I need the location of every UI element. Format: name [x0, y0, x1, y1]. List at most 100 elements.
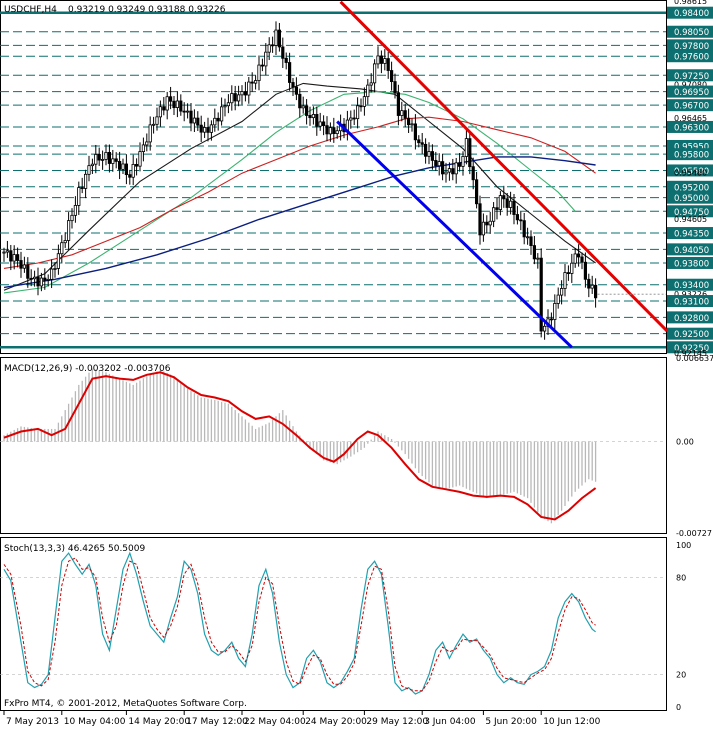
moving-average-1	[3, 91, 576, 294]
price-axis-box-19	[667, 227, 713, 240]
candle-body-84	[287, 62, 292, 83]
candle-body-158	[539, 257, 543, 332]
candle-body-39	[134, 164, 139, 167]
candle-body-170	[580, 256, 584, 263]
candle-body-26	[90, 163, 94, 167]
candle-body-165	[563, 272, 567, 289]
candle-body-126	[430, 151, 435, 161]
price-panel-frame	[0, 0, 667, 354]
candle-body-60	[206, 127, 210, 133]
trendlines	[336, 0, 669, 349]
candle-body-128	[437, 161, 441, 167]
price-axis-box-10	[667, 120, 713, 133]
price-axis-label-23: 0.93226	[674, 290, 707, 299]
price-axis-box-21	[667, 256, 713, 269]
candle-body-113	[386, 58, 390, 71]
candle-body-174	[594, 284, 598, 299]
price-axis-label-12: 0.95800	[674, 151, 709, 161]
candle-body-141	[481, 221, 486, 236]
candle-body-172	[587, 278, 591, 289]
candle-body-68	[233, 93, 237, 102]
candle-body-28	[97, 154, 101, 161]
price-axis-label-6: 0.97080	[674, 81, 707, 90]
candle-body-30	[104, 151, 108, 160]
candle-body-109	[372, 63, 377, 84]
candle-body-23	[80, 187, 84, 189]
price-axis-label-8: 0.96700	[674, 102, 709, 112]
price-axis-label-27: 0.92250	[674, 344, 709, 354]
candle-body-121	[413, 123, 418, 141]
candle-body-127	[434, 160, 438, 167]
candle-body-44	[151, 123, 156, 126]
candle-body-92	[315, 114, 319, 127]
candle-body-155	[529, 236, 533, 246]
candle-body-20	[70, 214, 74, 222]
candle-body-115	[393, 81, 397, 94]
price-axis-box-13	[667, 164, 713, 177]
macd-signal	[3, 371, 597, 521]
candle-body-4	[15, 254, 20, 261]
candle-body-110	[376, 55, 380, 65]
candle-body-72	[247, 81, 251, 96]
candle-body-78	[267, 44, 271, 53]
stoch-signal	[3, 557, 596, 692]
candle-body-152	[519, 219, 523, 222]
candle-body-67	[230, 93, 234, 104]
candle-body-130	[444, 171, 448, 175]
symbol-label: USDCHF,H4	[4, 5, 57, 15]
price-axis-label-1: 0.98400	[674, 9, 709, 19]
candle-body-71	[243, 91, 247, 96]
price-axis-label-16: 0.95000	[674, 194, 709, 204]
candle-body-90	[308, 115, 312, 119]
candle-body-81	[277, 29, 282, 48]
candle-body-54	[185, 110, 190, 113]
candle-body-49	[168, 96, 173, 102]
macd-axis-labels: 0.006637 0.00 -0.00727	[676, 354, 713, 538]
macd-axis-label-1: 0.00	[676, 438, 694, 447]
price-axis-label-9: 0.96465	[674, 114, 707, 123]
price-axis-label-19: 0.94350	[674, 230, 709, 240]
candle-body-124	[423, 143, 428, 157]
candle-body-132	[451, 168, 455, 175]
price-axis-box-27	[667, 341, 713, 354]
candle-body-6	[22, 264, 27, 269]
time-label-7: 3 Jun 04:00	[424, 717, 476, 727]
candle-body-111	[379, 55, 384, 64]
stochastic-axis-labels: 100 80 20 0	[676, 541, 691, 712]
candle-body-9	[33, 276, 37, 280]
candle-body-40	[138, 151, 142, 167]
candle-body-114	[389, 70, 394, 82]
candle-body-140	[478, 203, 482, 236]
time-label-0: 7 May 2013	[6, 717, 59, 727]
candle-body-43	[148, 124, 152, 143]
candle-body-53	[182, 110, 186, 113]
candle-body-119	[406, 117, 411, 126]
stochastic-level-lines	[0, 577, 666, 675]
candle-body-104	[355, 105, 360, 120]
candle-body-66	[226, 102, 230, 107]
candle-body-142	[485, 221, 489, 226]
moving-average-2	[3, 116, 596, 269]
candle-body-96	[328, 127, 333, 135]
candle-body-35	[121, 163, 125, 170]
candle-body-33	[114, 158, 118, 162]
candle-body-1	[5, 250, 9, 253]
candle-body-123	[420, 142, 424, 145]
price-axis-box-26	[667, 327, 713, 340]
candle-body-122	[417, 139, 421, 144]
candle-body-8	[29, 277, 33, 280]
candle-body-97	[332, 127, 336, 135]
candle-body-139	[474, 179, 479, 205]
candle-body-27	[94, 154, 98, 165]
candle-body-173	[590, 284, 594, 289]
price-axis-label-7: 0.96950	[674, 88, 709, 98]
candle-body-134	[457, 162, 462, 167]
candle-body-171	[583, 261, 588, 280]
candle-body-34	[118, 161, 122, 170]
candle-body-18	[63, 240, 67, 244]
candle-body-38	[131, 164, 135, 178]
price-axis-label-5: 0.97250	[674, 72, 709, 82]
price-axis-box-5	[667, 69, 713, 82]
price-axis-label-20: 0.94050	[674, 246, 709, 256]
candle-body-5	[19, 260, 23, 269]
